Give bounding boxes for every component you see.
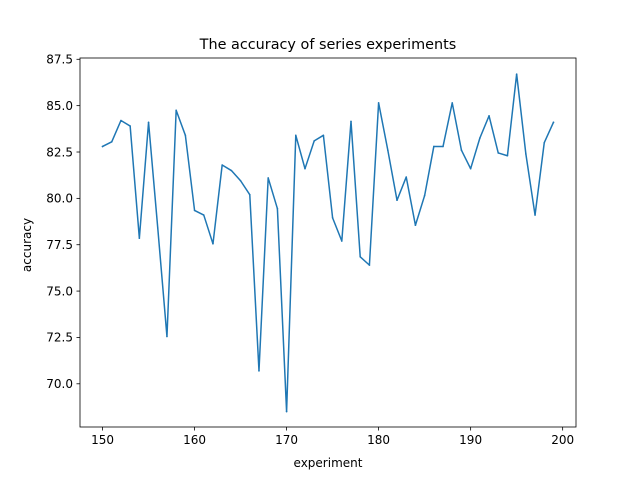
data-point bbox=[525, 153, 527, 155]
data-point bbox=[460, 149, 463, 151]
data-point bbox=[147, 121, 150, 124]
data-point bbox=[101, 145, 104, 148]
y-tick-label: 85.0 bbox=[46, 99, 73, 113]
data-point bbox=[322, 134, 325, 137]
data-point bbox=[515, 73, 518, 75]
y-tick-label: 75.0 bbox=[46, 284, 73, 298]
data-point bbox=[110, 141, 113, 143]
data-point bbox=[304, 167, 306, 170]
x-tick-label: 150 bbox=[91, 433, 114, 447]
data-series-group bbox=[101, 73, 555, 413]
data-point bbox=[341, 240, 343, 242]
data-point bbox=[451, 102, 454, 104]
data-point bbox=[350, 120, 352, 123]
data-point bbox=[138, 237, 141, 240]
data-point bbox=[543, 141, 546, 144]
data-point bbox=[423, 194, 426, 197]
data-point bbox=[405, 176, 408, 178]
data-point bbox=[331, 217, 334, 219]
data-point bbox=[156, 227, 159, 229]
data-point bbox=[166, 335, 168, 338]
data-point bbox=[120, 119, 122, 122]
data-point bbox=[387, 149, 389, 151]
data-point bbox=[239, 179, 242, 182]
data-point bbox=[313, 140, 316, 142]
data-point bbox=[193, 209, 196, 212]
data-point bbox=[497, 152, 500, 154]
x-axis-label: experiment bbox=[294, 456, 363, 470]
data-point bbox=[221, 164, 223, 166]
x-tick-label: 160 bbox=[183, 433, 206, 447]
y-tick-label: 82.5 bbox=[46, 145, 73, 159]
data-point bbox=[534, 214, 536, 216]
data-point bbox=[175, 109, 177, 112]
data-point bbox=[469, 167, 472, 170]
x-tick-label: 200 bbox=[551, 433, 574, 447]
data-point bbox=[479, 137, 481, 139]
data-point bbox=[552, 121, 555, 124]
chart-title: The accuracy of series experiments bbox=[199, 37, 457, 53]
x-tick-label: 190 bbox=[459, 433, 482, 447]
data-point bbox=[433, 145, 435, 148]
data-point bbox=[359, 255, 362, 258]
data-point bbox=[202, 214, 205, 216]
y-axis-ticks: 70.0 72.5 75.0 77.5 80.0 82.5 85.0 87.5 bbox=[46, 53, 80, 391]
plot-frame bbox=[79, 57, 577, 428]
data-point bbox=[129, 125, 131, 127]
data-point bbox=[285, 410, 288, 413]
data-point bbox=[230, 169, 233, 172]
y-tick-label: 77.5 bbox=[46, 238, 73, 252]
y-tick-label: 72.5 bbox=[46, 331, 73, 345]
data-point bbox=[267, 177, 269, 179]
data-point bbox=[294, 134, 297, 137]
y-tick-label: 87.5 bbox=[46, 53, 73, 67]
data-point bbox=[377, 102, 380, 104]
data-point bbox=[276, 207, 279, 210]
y-axis-label: accuracy bbox=[20, 218, 34, 272]
series-line bbox=[101, 73, 555, 413]
data-point bbox=[368, 264, 371, 266]
data-point bbox=[184, 134, 187, 137]
data-point bbox=[212, 243, 214, 245]
y-tick-label: 80.0 bbox=[46, 192, 73, 206]
data-point bbox=[488, 115, 490, 117]
data-point bbox=[258, 370, 260, 372]
data-point bbox=[442, 145, 444, 148]
y-tick-label: 70.0 bbox=[46, 377, 73, 391]
data-point bbox=[248, 193, 251, 196]
x-tick-label: 170 bbox=[275, 433, 298, 447]
data-point bbox=[396, 199, 398, 202]
data-point bbox=[506, 154, 509, 157]
x-tick-label: 180 bbox=[367, 433, 390, 447]
data-point bbox=[414, 224, 417, 227]
x-axis-ticks: 150 160 170 180 190 200 bbox=[91, 427, 574, 447]
